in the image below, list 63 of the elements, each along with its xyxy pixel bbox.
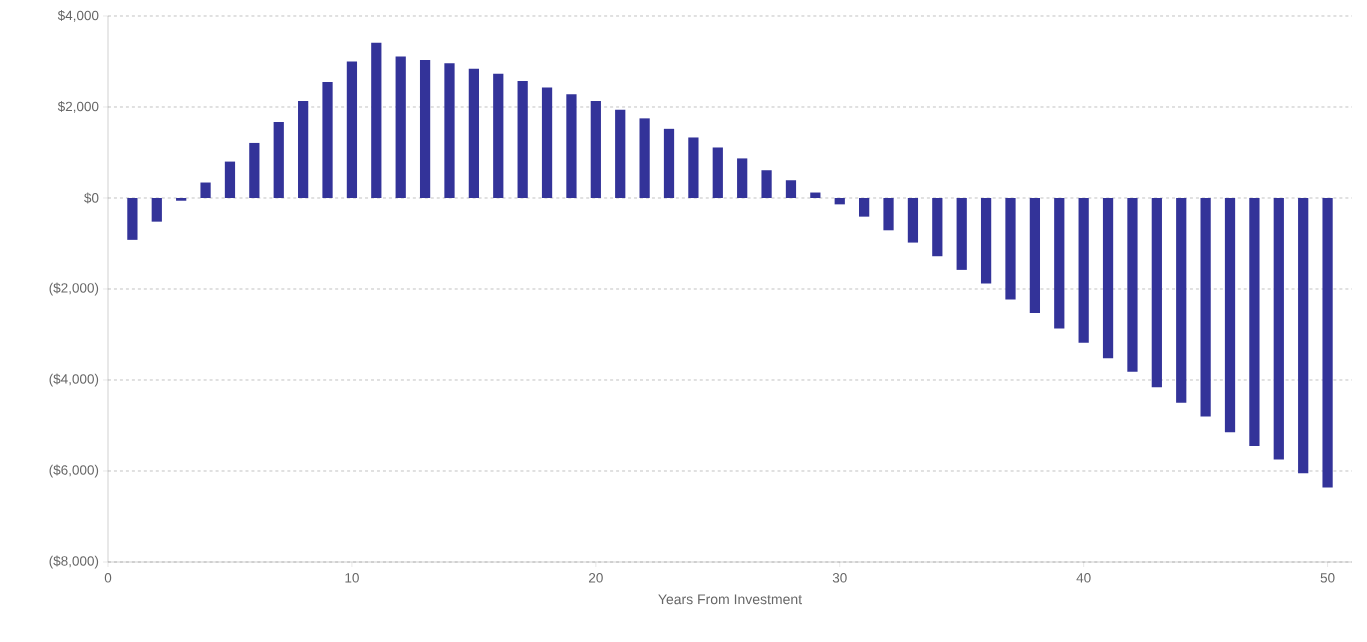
y-tick-label: ($8,000) — [49, 555, 99, 569]
bar — [1005, 197, 1016, 300]
bar — [907, 197, 919, 243]
x-tick-label: 50 — [1320, 573, 1335, 583]
bar — [932, 197, 943, 257]
y-tick-label: $2,000 — [57, 101, 99, 113]
bar — [1176, 197, 1187, 403]
bar — [1224, 197, 1236, 433]
bar — [151, 197, 162, 222]
bar — [1200, 197, 1211, 417]
bar — [517, 81, 528, 198]
bar — [956, 197, 967, 270]
bar — [346, 61, 358, 198]
bar — [883, 197, 894, 231]
bar — [663, 128, 675, 198]
bar — [1029, 197, 1040, 314]
x-tick-label: 20 — [588, 573, 603, 583]
bar — [785, 180, 797, 198]
bar — [590, 101, 601, 198]
bar — [1249, 197, 1260, 446]
y-tick-label: $0 — [84, 192, 99, 204]
bar — [127, 197, 138, 240]
x-tick-label: 40 — [1076, 573, 1091, 583]
bar — [1298, 197, 1309, 474]
bar — [639, 118, 650, 198]
bar — [1078, 197, 1089, 343]
bar — [859, 197, 870, 217]
bar — [1054, 197, 1065, 329]
bar — [761, 170, 772, 198]
bar — [541, 87, 553, 198]
x-tick-label: 10 — [345, 573, 359, 583]
bar — [298, 101, 309, 198]
bar — [712, 147, 723, 198]
bar — [200, 182, 211, 198]
bar — [615, 109, 626, 198]
y-tick-label: ($4,000) — [49, 373, 99, 387]
bar — [273, 122, 284, 198]
y-tick-label: ($6,000) — [49, 464, 99, 478]
bar — [468, 68, 479, 198]
bar — [249, 142, 260, 198]
bar — [1273, 197, 1284, 460]
x-tick-label: 30 — [832, 573, 847, 583]
x-axis-title: Years From Investment — [658, 594, 802, 605]
bar — [444, 63, 455, 198]
bar — [688, 137, 699, 198]
bar — [1102, 197, 1114, 359]
x-tick-label: 0 — [104, 573, 112, 583]
bar — [419, 60, 431, 198]
bar — [737, 158, 748, 198]
bar — [176, 197, 187, 201]
bar — [1151, 197, 1162, 388]
y-tick-label: $4,000 — [57, 10, 99, 22]
bar — [1127, 197, 1138, 372]
bar — [1322, 197, 1333, 488]
bar — [834, 197, 845, 205]
bar — [493, 73, 504, 198]
bar — [395, 56, 406, 198]
bar — [322, 81, 333, 198]
bar — [224, 161, 236, 198]
bar — [980, 197, 992, 284]
bar — [371, 42, 382, 198]
y-tick-label: ($2,000) — [49, 282, 99, 296]
bar — [566, 94, 577, 198]
